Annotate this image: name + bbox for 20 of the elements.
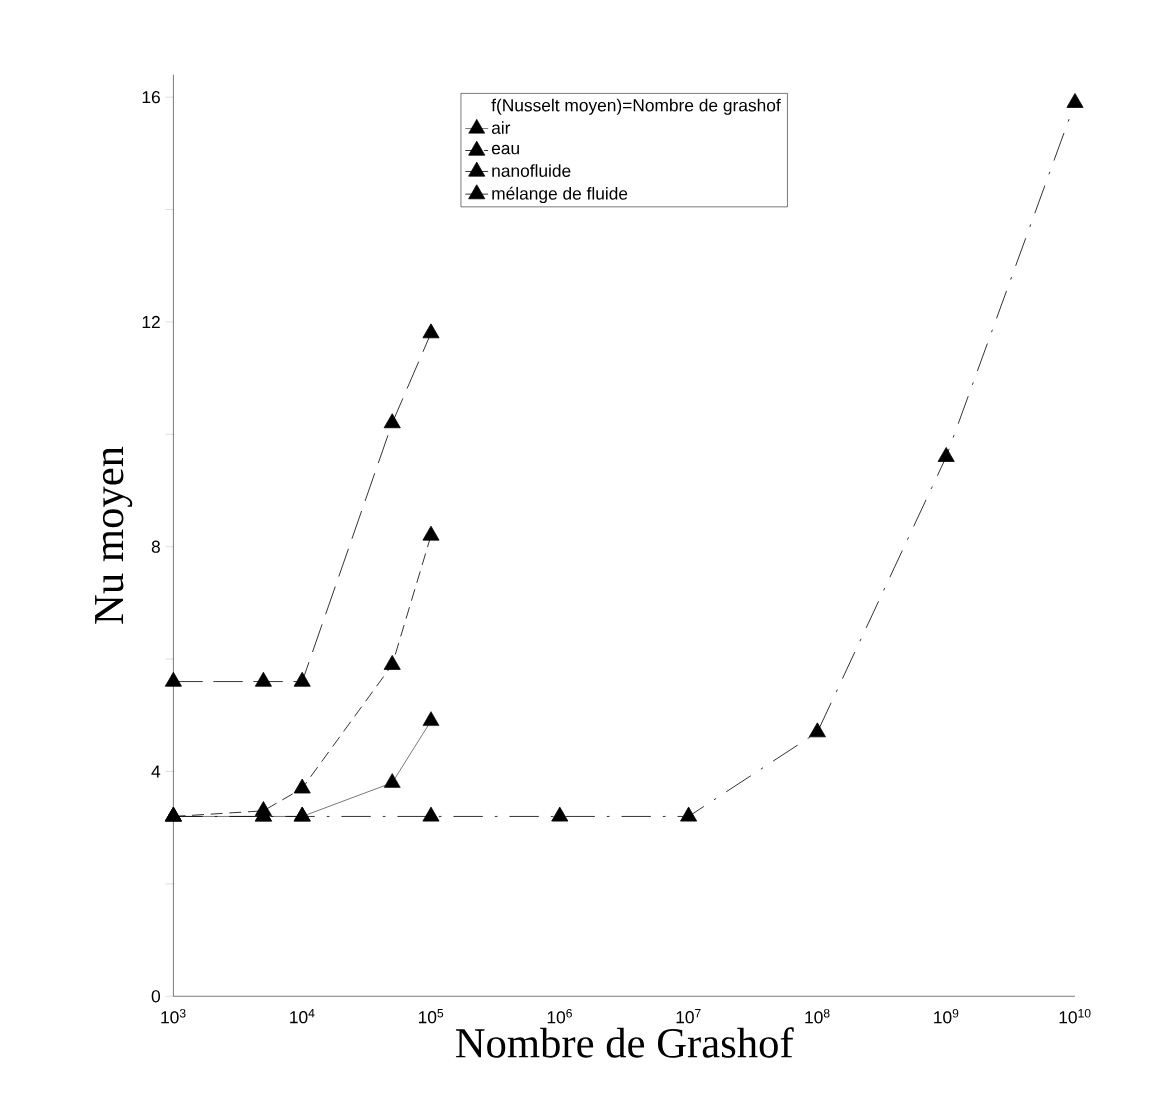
y-tick-label: 8 <box>151 540 160 554</box>
x-axis-title: Nombre de Grashof <box>455 1027 794 1058</box>
y-tick-label: 16 <box>142 91 160 104</box>
x-tick-label: 10$^{7}$ <box>676 1009 701 1024</box>
legend-label: eau <box>491 145 519 155</box>
y-tick-label: 0 <box>151 990 161 1003</box>
legend-title: f(Nusselt moyen)=Nombre de grashof <box>491 98 781 116</box>
x-tick-label: 10$^{4}$ <box>290 1009 315 1024</box>
y-tick-label: 12 <box>142 316 160 329</box>
x-tick-label: 10$^{8}$ <box>805 1009 830 1024</box>
x-tick-label: 10$^{9}$ <box>934 1009 959 1024</box>
x-tick-label: 10$^{6}$ <box>547 1009 572 1024</box>
legend-label: mélange de fluide <box>492 186 628 204</box>
x-tick-label: 10$^{10}$ <box>1059 1009 1091 1024</box>
x-tick-label: 10$^{5}$ <box>418 1009 444 1024</box>
y-axis-title: Nu moyen <box>95 446 133 624</box>
x-tick-label: 10$^{3}$ <box>161 1009 186 1024</box>
legend-label: air <box>491 121 511 135</box>
legend-label: nanofluide <box>492 164 571 178</box>
y-tick-label: 4 <box>151 765 161 778</box>
